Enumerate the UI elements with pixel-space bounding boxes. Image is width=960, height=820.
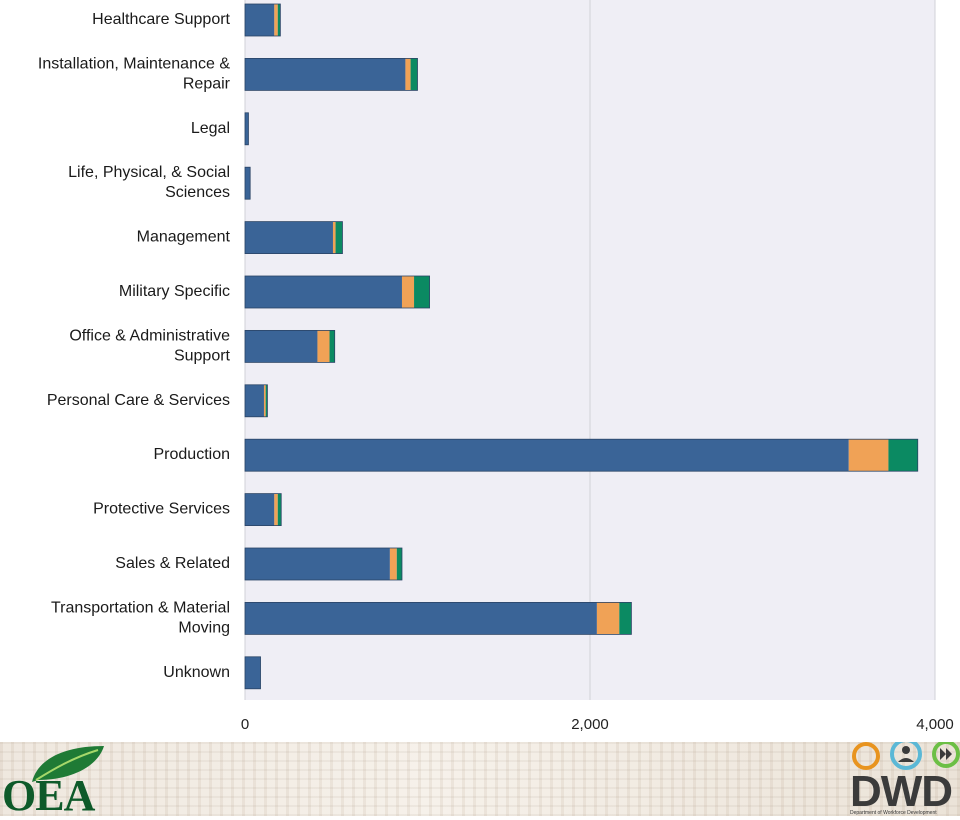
bar-segment	[245, 276, 402, 308]
bar-segment	[332, 221, 336, 254]
category-label: Management	[137, 229, 231, 246]
bar-segment	[596, 602, 620, 635]
bar-segment	[245, 493, 275, 526]
category-label: Unknown	[163, 664, 230, 681]
bar-segment	[245, 548, 390, 580]
bar-segment	[389, 548, 397, 580]
bar-segment	[414, 276, 430, 308]
bar-segment	[263, 384, 266, 417]
bar-outline	[244, 58, 418, 91]
bar-outline	[244, 221, 343, 255]
bar-segment	[619, 602, 632, 635]
bar-segment	[245, 112, 249, 145]
bar-segment	[245, 4, 275, 36]
bar-outline	[244, 656, 261, 690]
x-tick-label: 0	[241, 716, 249, 733]
bar-outline	[244, 602, 632, 635]
bar-segment	[265, 384, 268, 417]
oea-logo: OEA	[2, 744, 106, 820]
category-label: Sales & Related	[115, 555, 230, 572]
footer-band	[0, 742, 960, 816]
category-label: Life, Physical, & Social Sciences	[68, 164, 230, 201]
chart: Healthcare Support Installation, Maintena…	[38, 0, 954, 733]
x-tick-label: 2,000	[571, 716, 609, 733]
category-label: Healthcare Support	[92, 11, 230, 28]
bar-segment	[317, 330, 330, 363]
bar-segment	[245, 58, 406, 91]
x-tick-label: 4,000	[916, 716, 954, 733]
category-label: Installation, Maintenance & Repair	[38, 56, 231, 93]
bar-segment	[245, 602, 597, 635]
bar-chart-svg: Healthcare Support Installation, Maintena…	[38, 0, 954, 733]
category-label: Protective Services	[93, 501, 230, 518]
bar-segment	[405, 58, 411, 91]
oea-logo-text: OEA	[2, 771, 95, 820]
bar-segment	[274, 4, 278, 36]
leaf-icon	[32, 746, 104, 782]
bar-outline	[244, 438, 919, 472]
bar-segment	[329, 330, 335, 363]
bar-segment	[245, 439, 849, 472]
bar-segment	[277, 4, 281, 36]
bar-segment	[335, 221, 343, 254]
bar-segment	[245, 384, 264, 417]
bar-outline	[244, 493, 282, 527]
bar-outline	[244, 3, 281, 37]
bar-segment	[396, 548, 402, 580]
bar-segment	[888, 439, 918, 472]
bar-segment	[401, 276, 415, 308]
category-label: Transportation & Material Moving	[51, 600, 230, 637]
bar-segment	[245, 221, 333, 254]
bar-segment	[274, 493, 278, 526]
dwd-logo: DWD Department of Workforce Development	[846, 742, 960, 816]
category-label: Personal Care & Services	[47, 392, 230, 409]
bar-outline	[244, 329, 336, 363]
bar-segment	[245, 330, 318, 363]
bar-segment	[245, 167, 251, 200]
bar-outline	[244, 166, 251, 200]
dwd-logo-text: DWD	[850, 767, 953, 816]
bar-outline	[244, 547, 403, 581]
category-label: Military Specific	[119, 283, 230, 300]
bar-outline	[244, 112, 249, 146]
bar-segment	[245, 656, 261, 689]
bar-outline	[244, 275, 430, 309]
dwd-circle-icons	[852, 742, 960, 770]
category-label: Production	[154, 446, 231, 463]
bar-outline	[244, 384, 268, 418]
bar-segment	[277, 493, 282, 526]
category-label: Office & Administrative Support	[69, 328, 230, 365]
category-label: Legal	[191, 120, 230, 137]
bar-segment	[848, 439, 889, 472]
dwd-logo-subtitle: Department of Workforce Development	[850, 810, 937, 816]
bar-segment	[410, 58, 418, 91]
